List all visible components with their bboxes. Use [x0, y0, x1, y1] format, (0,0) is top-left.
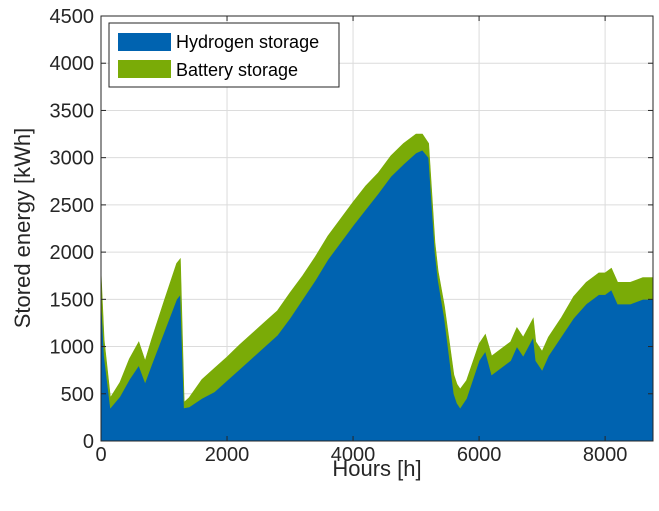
y-tick-label: 2000 — [50, 242, 95, 264]
y-tick-label: 3000 — [50, 148, 95, 170]
plot-frame — [100, 15, 654, 442]
y-tick-label: 4000 — [50, 53, 95, 75]
x-tick-label: 0 — [95, 444, 106, 466]
legend-swatch-battery-storage — [118, 60, 171, 78]
y-tick-label: 1000 — [50, 337, 95, 359]
x-tick-label: 2000 — [205, 444, 250, 466]
x-tick-label: 8000 — [583, 444, 628, 466]
legend: Hydrogen storage Battery storage — [108, 22, 340, 88]
y-tick-label: 500 — [61, 384, 94, 406]
x-tick-label: 6000 — [457, 444, 502, 466]
y-tick-label: 1500 — [50, 289, 95, 311]
legend-label-battery-storage: Battery storage — [176, 60, 298, 80]
legend-swatch-hydrogen-storage — [118, 33, 171, 51]
x-axis-title: Hours [h] — [332, 456, 421, 481]
y-tick-label: 2500 — [50, 195, 95, 217]
legend-label-hydrogen-storage: Hydrogen storage — [176, 32, 319, 52]
y-tick-label: 3500 — [50, 100, 95, 122]
axes — [100, 15, 654, 442]
y-tick-label: 4500 — [50, 6, 95, 28]
x-tick-labels: 0 2000 4000 6000 8000 — [95, 444, 627, 466]
y-axis-title: Stored energy [kWh] — [10, 128, 35, 329]
y-tick-label: 0 — [83, 431, 94, 453]
y-tick-labels: 0 500 1000 1500 2000 2500 3000 3500 4000 4500 — [50, 6, 95, 453]
x-tick-label: 4000 — [331, 444, 376, 466]
